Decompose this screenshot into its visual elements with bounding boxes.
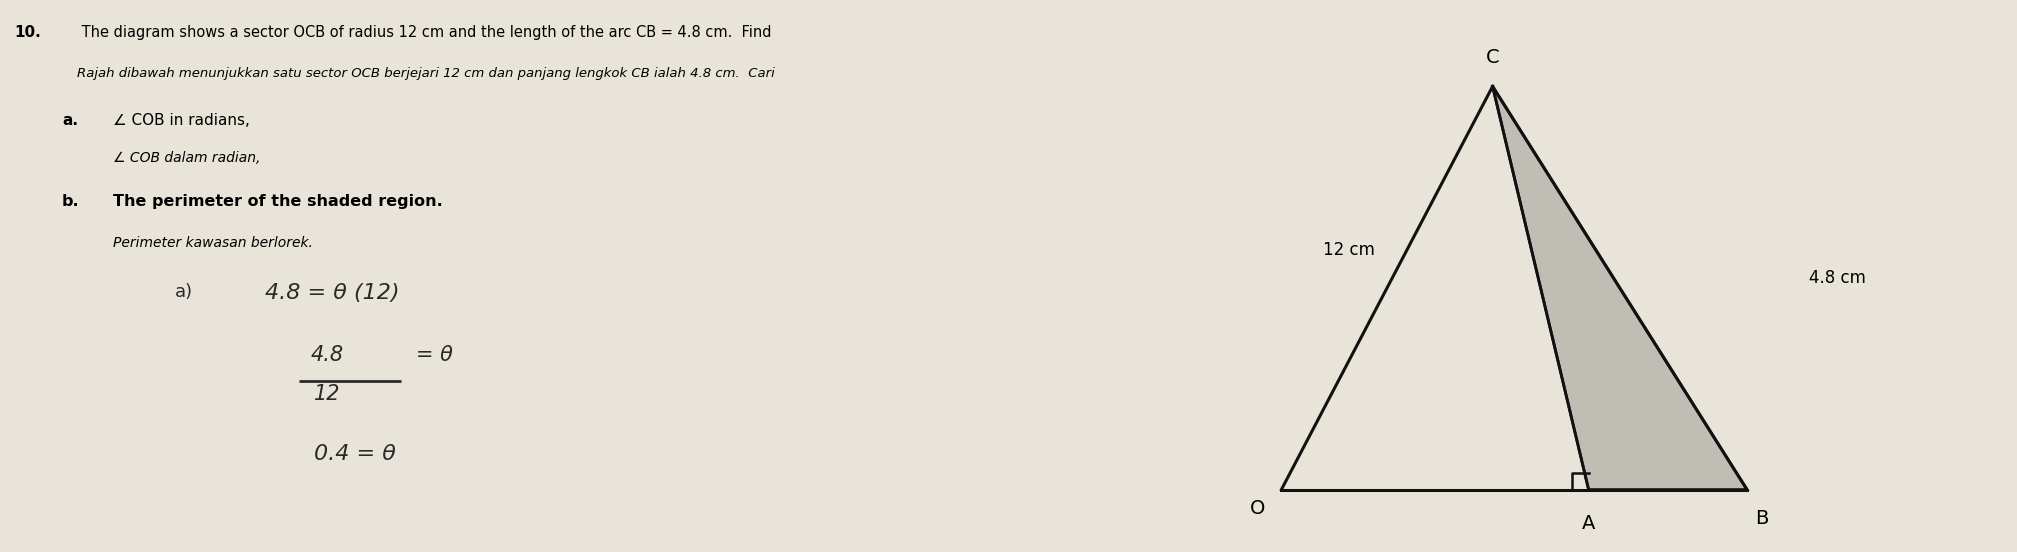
Text: 10.: 10. bbox=[14, 25, 42, 40]
Text: Rajah dibawah menunjukkan satu sector OCB berjejari 12 cm dan panjang lengkok CB: Rajah dibawah menunjukkan satu sector OC… bbox=[77, 67, 775, 81]
Text: 12 cm: 12 cm bbox=[1323, 241, 1374, 258]
Text: ∠ COB in radians,: ∠ COB in radians, bbox=[113, 113, 250, 128]
Text: The perimeter of the shaded region.: The perimeter of the shaded region. bbox=[113, 194, 442, 209]
Text: Perimeter kawasan berlorek.: Perimeter kawasan berlorek. bbox=[113, 236, 313, 250]
Text: O: O bbox=[1251, 500, 1265, 518]
Text: a): a) bbox=[175, 283, 194, 301]
Text: b.: b. bbox=[63, 194, 81, 209]
Text: ∠ COB dalam radian,: ∠ COB dalam radian, bbox=[113, 151, 260, 165]
Text: B: B bbox=[1755, 509, 1769, 528]
Text: C: C bbox=[1487, 48, 1499, 67]
Text: 4.8 cm: 4.8 cm bbox=[1809, 269, 1866, 288]
Text: 4.8 = θ (12): 4.8 = θ (12) bbox=[266, 283, 399, 302]
Text: The diagram shows a sector OCB of radius 12 cm and the length of the arc CB = 4.: The diagram shows a sector OCB of radius… bbox=[77, 25, 770, 40]
Text: a.: a. bbox=[63, 113, 79, 128]
Polygon shape bbox=[1493, 87, 1747, 490]
Text: 12: 12 bbox=[315, 384, 341, 404]
Text: 4.8: 4.8 bbox=[311, 345, 343, 365]
Text: A: A bbox=[1581, 514, 1595, 533]
Text: = θ: = θ bbox=[416, 345, 452, 365]
Text: 0.4 = θ: 0.4 = θ bbox=[315, 444, 395, 464]
